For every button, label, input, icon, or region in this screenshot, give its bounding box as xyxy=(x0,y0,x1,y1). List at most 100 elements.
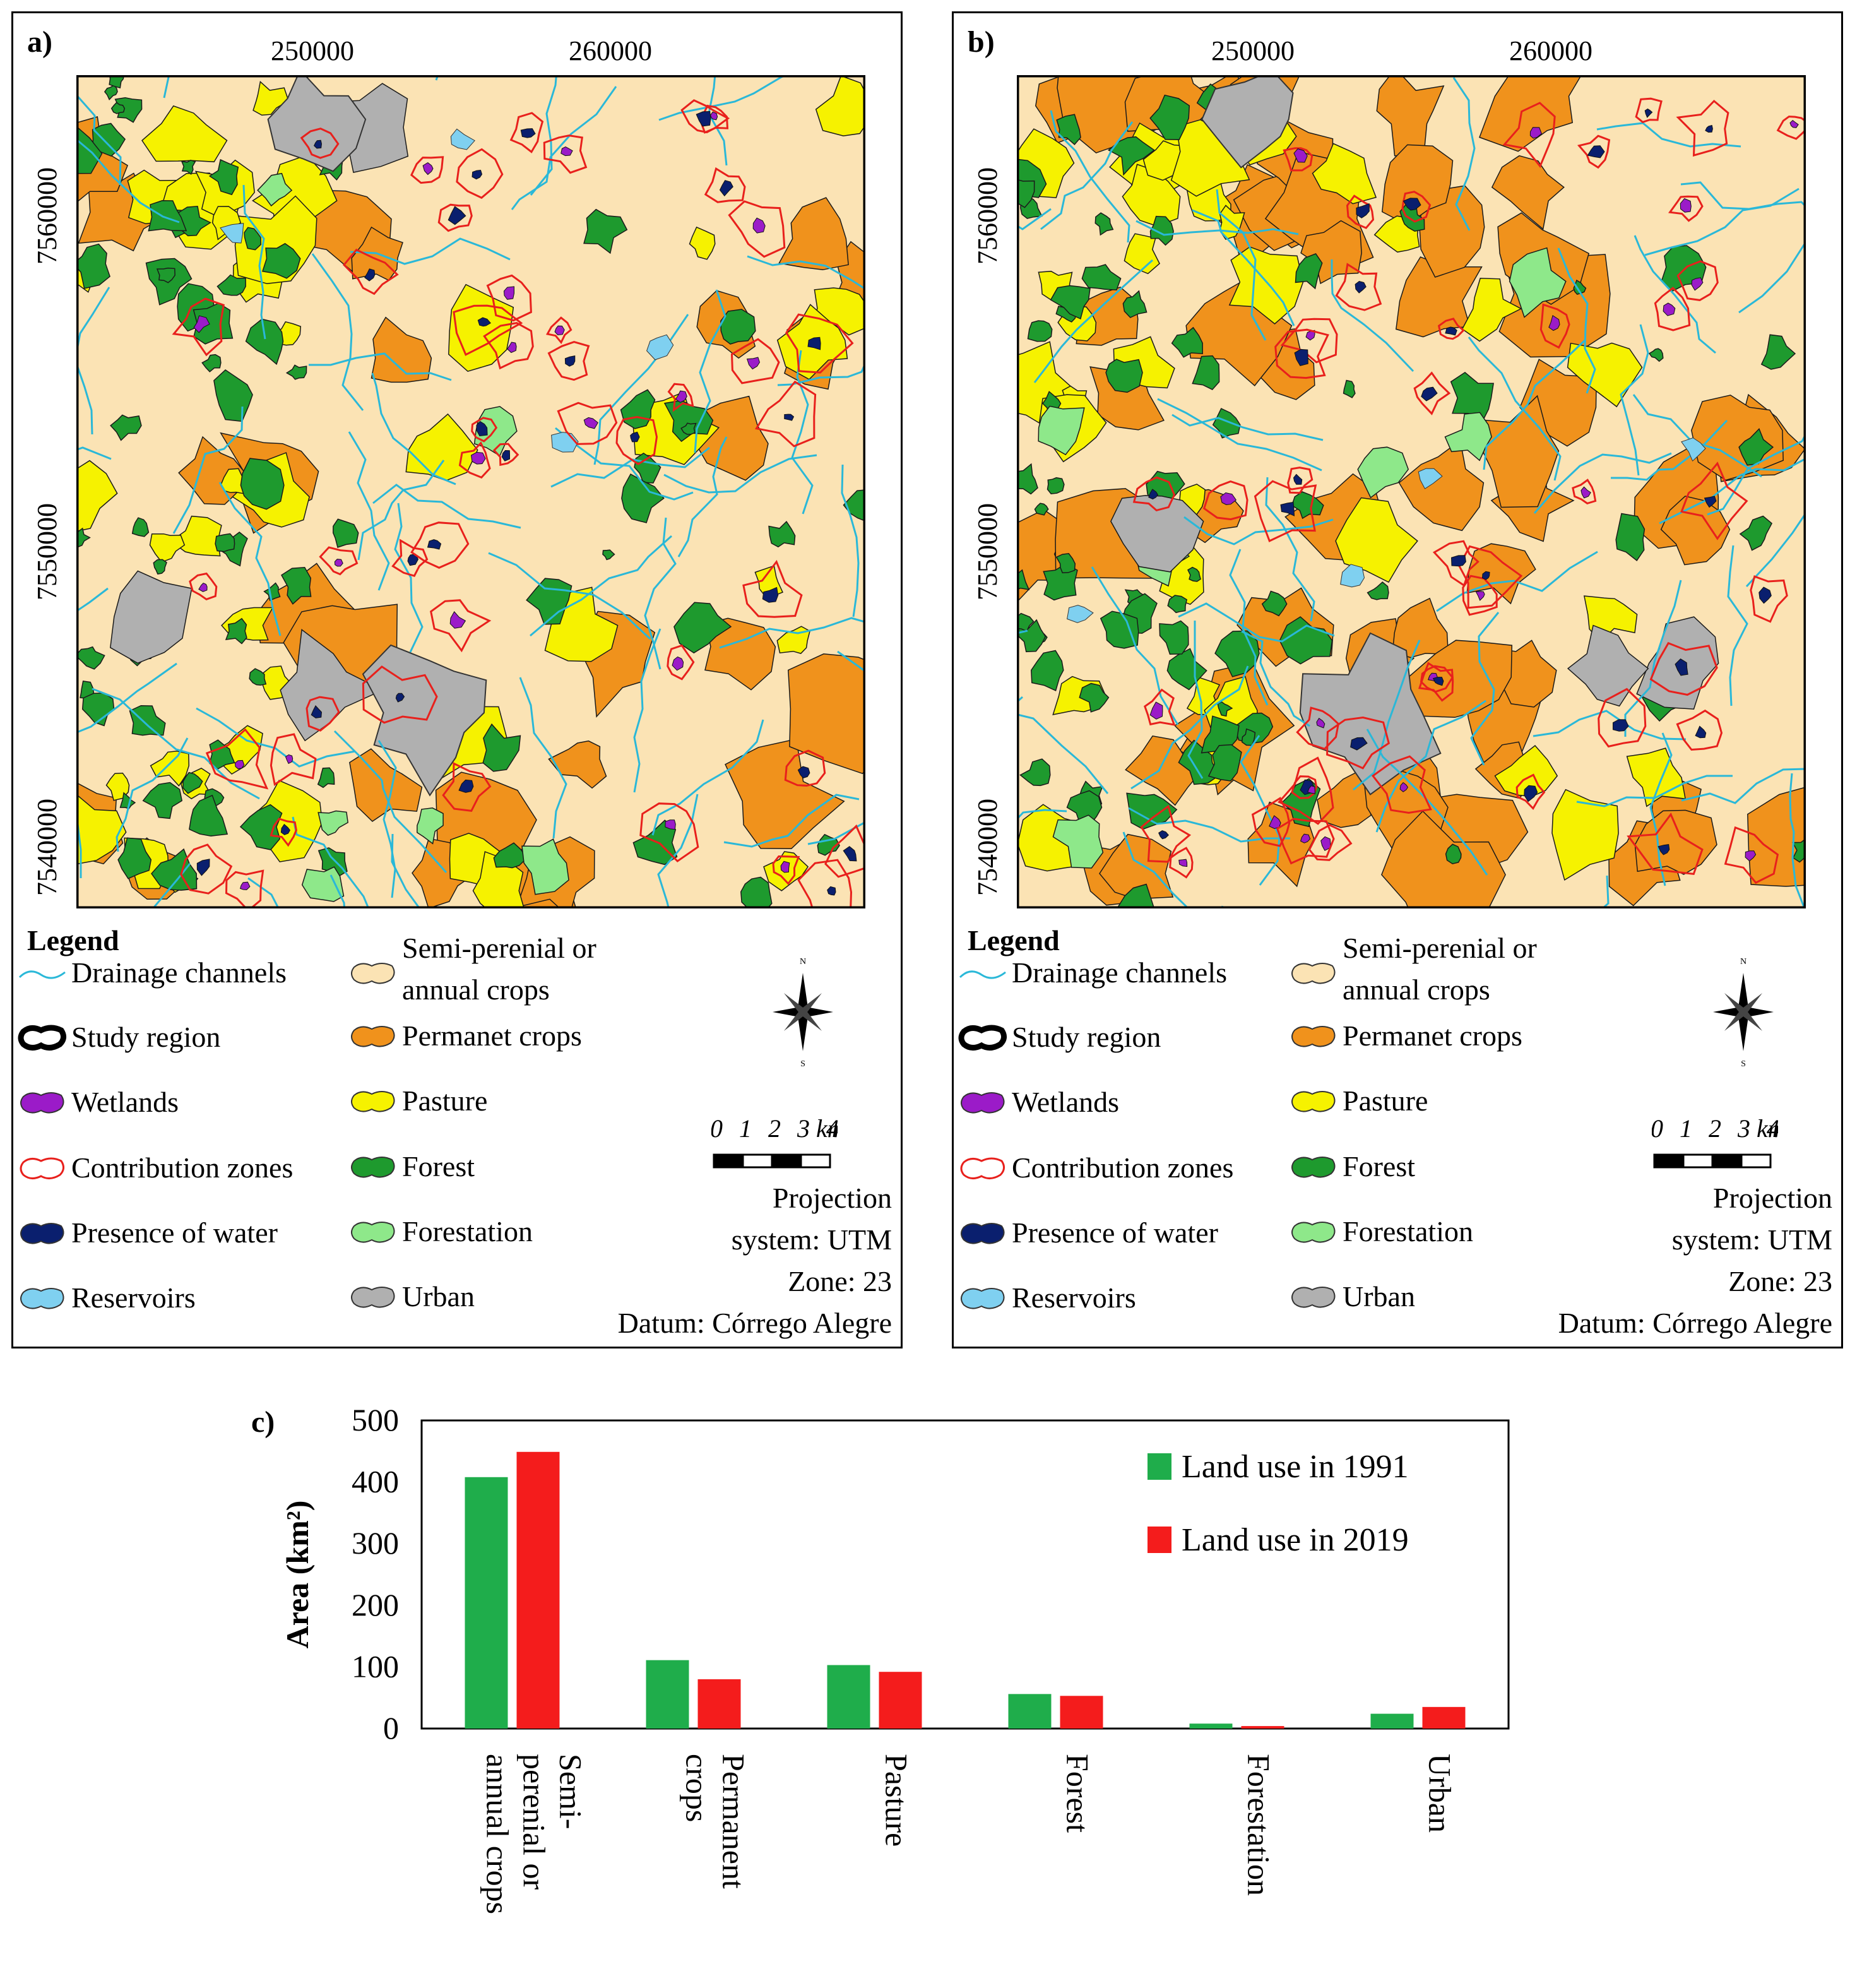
drainage-channel xyxy=(511,86,617,210)
wetland xyxy=(427,539,442,550)
wetland xyxy=(1548,315,1560,331)
forest-patch xyxy=(1149,94,1190,140)
wetland xyxy=(285,754,294,765)
forest-patch xyxy=(317,767,335,789)
contribution-zone xyxy=(1680,461,1748,540)
contribution-zone xyxy=(1371,755,1432,814)
contribution-zone xyxy=(1668,195,1704,222)
wetland xyxy=(1475,591,1485,601)
y-tick-label: 7550000 xyxy=(972,503,1003,600)
reservoir xyxy=(646,334,674,360)
drainage-channel xyxy=(1017,674,1109,794)
drainage-line-icon xyxy=(959,970,1006,979)
wetland xyxy=(196,859,210,876)
wetland xyxy=(1680,198,1692,213)
forest-patch xyxy=(1739,515,1773,551)
drainage-channel xyxy=(1017,809,1067,882)
permanent-crops-patch xyxy=(704,617,776,691)
contribution-zone xyxy=(486,274,532,322)
forestation-patch xyxy=(317,810,349,836)
y-tick-label: 300 xyxy=(352,1525,399,1561)
forest-patch xyxy=(110,414,142,441)
wetland xyxy=(1178,859,1188,867)
wetland xyxy=(311,705,323,718)
legend-item: Presence of water xyxy=(958,1213,1218,1253)
contribution-zone xyxy=(442,762,492,812)
contribution-zone xyxy=(742,559,803,618)
scale-label: 3 xyxy=(1737,1114,1750,1143)
pasture-patch xyxy=(1567,342,1643,408)
drainage-channel xyxy=(1265,477,1315,622)
wetland xyxy=(476,420,488,437)
forest-patch xyxy=(1367,581,1389,600)
urban-patch xyxy=(267,75,367,172)
contribution-zone xyxy=(1308,824,1353,861)
contribution-zone xyxy=(437,203,473,232)
x-tick-label: annual crops xyxy=(480,1754,516,1914)
drainage-channel xyxy=(391,833,452,908)
wetland xyxy=(193,315,210,333)
forest-patch xyxy=(216,274,246,296)
legend-item: Forest xyxy=(1288,1146,1415,1187)
drainage-channel xyxy=(1659,458,1805,525)
drainage-channel xyxy=(247,877,312,908)
forest-patch xyxy=(239,804,283,850)
contribution-zone xyxy=(300,128,340,159)
x-tick-label: Semi- xyxy=(554,1754,589,1829)
contribution-zone xyxy=(667,383,694,412)
contribution-zone xyxy=(1437,318,1465,340)
drainage-channel xyxy=(309,352,452,381)
drainage-channel xyxy=(311,253,364,411)
forest-patch xyxy=(768,521,796,548)
drainage-channel xyxy=(1017,208,1052,258)
forest-patch xyxy=(1171,326,1203,358)
contribution-zone xyxy=(1539,303,1570,349)
pasture-patch xyxy=(1461,278,1522,342)
legend-swatch xyxy=(1147,1453,1171,1480)
drainage-channel xyxy=(1681,763,1806,804)
forest-patch xyxy=(843,489,865,523)
y-tick-label: 7540000 xyxy=(32,799,62,896)
wetland xyxy=(280,823,291,835)
drainage-channel xyxy=(841,464,860,617)
land-use-area-bar-chart: c) 0 100 200 300 400 500 Area (km²) Semi-perenia… xyxy=(251,1402,1510,1914)
contribution-zone xyxy=(225,869,264,908)
drainage-channel xyxy=(1375,699,1486,833)
forest-patch xyxy=(583,208,628,254)
forest-patch xyxy=(131,517,150,537)
study-region-icon xyxy=(958,1025,1007,1051)
drainage-channel xyxy=(677,436,728,557)
projection-info: Projection system: UTM Zone: 23 Datum: C… xyxy=(618,1177,892,1344)
legend-item-label: Urban xyxy=(402,1280,475,1312)
wetland xyxy=(1580,486,1591,499)
pasture-patch xyxy=(1494,744,1558,797)
drainage-channel xyxy=(723,794,860,848)
forest-patch xyxy=(1027,320,1053,342)
projection-line: Datum: Córrego Alegre xyxy=(617,1307,892,1339)
wetland xyxy=(1432,677,1444,686)
wetland xyxy=(665,819,676,830)
legend-item-label: Urban xyxy=(1343,1280,1415,1312)
forest-patch xyxy=(493,842,528,869)
land-use-map xyxy=(76,75,865,908)
y-tick-label: 7560000 xyxy=(972,167,1003,265)
forest-patch xyxy=(1212,408,1241,439)
wetland xyxy=(1316,717,1325,729)
forest-patch xyxy=(181,159,196,175)
legend-item: Urban xyxy=(1288,1277,1415,1317)
wetland xyxy=(395,693,405,703)
contribution-zone xyxy=(1254,480,1317,542)
wetland xyxy=(198,583,208,592)
legend-item: Permanet crops xyxy=(1288,1016,1522,1056)
drainage-channel xyxy=(694,289,726,453)
wetland xyxy=(719,180,733,197)
legend-item: Wetlands xyxy=(958,1082,1119,1122)
drainage-channel xyxy=(1596,122,1741,148)
forest-patch xyxy=(189,794,228,837)
forest-patch xyxy=(1100,610,1139,649)
projection-line: system: UTM xyxy=(1671,1223,1832,1256)
scale-label: 4 xyxy=(1767,1114,1778,1143)
scale-label: 3 xyxy=(797,1114,810,1143)
urban-patch xyxy=(109,570,193,664)
wetland xyxy=(1644,108,1653,118)
